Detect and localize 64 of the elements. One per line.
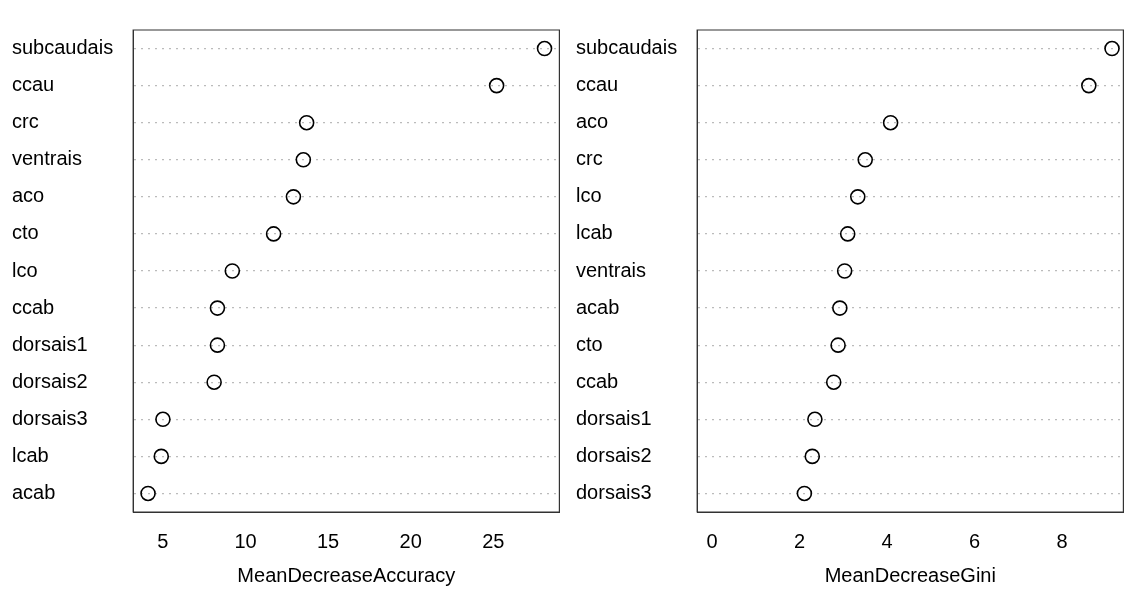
y-tick-label: ccab [12,295,55,318]
x-axis-title: MeanDecreaseGini [824,563,996,586]
y-tick-label: acab [576,295,620,318]
point [1081,77,1097,94]
point [206,374,222,391]
x-tick-label: 6 [969,529,981,552]
y-tick-label: ccab [576,369,619,392]
point [825,374,842,391]
point [839,226,856,242]
y-tick-label: dorsais3 [576,480,652,503]
y-tick-label: dorsais3 [12,406,88,429]
x-axis-title: MeanDecreaseAccuracy [237,563,456,586]
y-tick-label: subcaudais [12,36,114,59]
point [224,263,241,279]
y-tick-label: cto [12,221,39,244]
y-tick-label: crc [12,110,39,133]
y-tick-label: dorsais2 [12,369,88,392]
y-tick-label: lcab [12,443,49,466]
point [882,114,899,131]
point [536,40,553,57]
x-tick-label: 0 [706,529,718,552]
y-tick-label: ccau [576,73,619,96]
y-tick-label: ccau [12,73,55,96]
x-tick-label: 4 [881,529,893,552]
x-tick-label: 25 [482,529,505,552]
point [153,448,170,465]
point [155,411,171,428]
y-tick-label: acab [12,480,56,503]
point [298,114,315,131]
point [488,77,505,94]
y-tick-label: cto [576,332,603,355]
y-tick-label: aco [12,184,45,207]
y-tick-label: ventrais [12,147,83,170]
point [807,411,823,428]
y-tick-label: aco [576,110,609,133]
y-tick-label: dorsais1 [12,332,88,355]
x-tick-label: 15 [316,529,340,552]
point [209,300,226,316]
point [265,226,282,242]
y-tick-label: lcab [576,221,613,244]
y-tick-label: dorsais2 [576,443,652,466]
point [849,189,866,205]
point [1104,40,1120,57]
point [830,337,846,353]
point [285,189,302,205]
x-tick-label: 8 [1056,529,1068,552]
point [804,448,821,465]
y-tick-label: lco [576,184,602,207]
y-tick-label: crc [576,147,603,170]
y-tick-label: ventrais [576,258,647,281]
point [295,151,312,168]
y-tick-label: lco [12,258,38,281]
y-tick-label: subcaudais [576,36,678,59]
point [209,337,226,353]
x-tick-label: 5 [157,529,169,552]
point [832,300,848,316]
point [140,485,156,502]
point [857,151,874,168]
x-tick-label: 10 [234,529,257,552]
point [796,485,813,502]
point [836,263,853,279]
y-tick-label: dorsais1 [576,406,652,429]
x-tick-label: 20 [399,529,422,552]
x-tick-label: 2 [794,529,806,552]
